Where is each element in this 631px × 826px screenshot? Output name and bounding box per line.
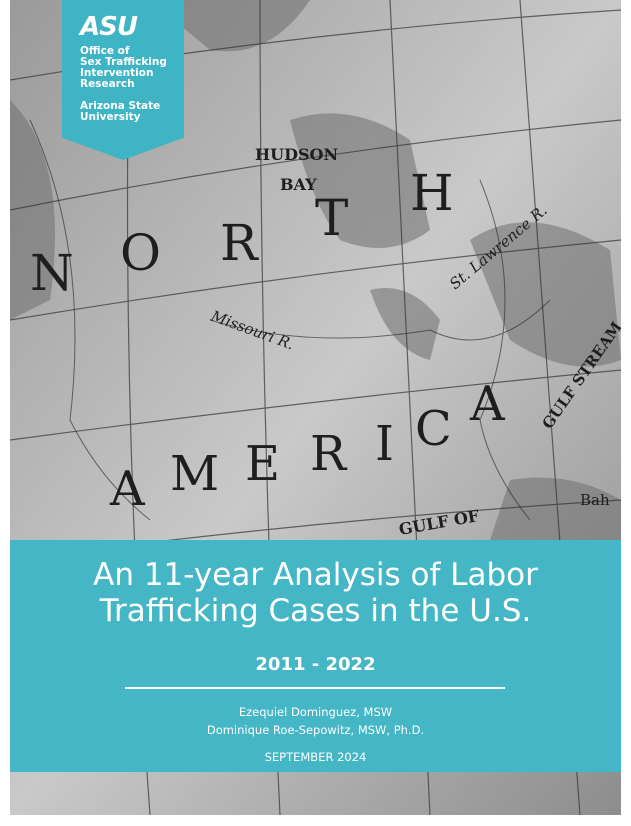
unit-name: Office of Sex Trafficking Intervention R… bbox=[80, 46, 167, 90]
map-label: HUDSON bbox=[255, 145, 338, 164]
map-label: A bbox=[109, 461, 146, 517]
map-label: E bbox=[245, 436, 280, 492]
map-label: O bbox=[120, 224, 161, 282]
university-line: Arizona State bbox=[80, 100, 161, 112]
title-line: An 11-year Analysis of Labor bbox=[93, 557, 538, 593]
title-band: An 11-year Analysis of Labor Trafficking… bbox=[10, 540, 621, 772]
map-label: A bbox=[469, 376, 506, 432]
map-label: M bbox=[170, 446, 219, 502]
unit-line: Sex Trafficking bbox=[80, 56, 167, 68]
author: Dominique Roe-Sepowitz, MSW, Ph.D. bbox=[206, 723, 425, 737]
unit-line: Office of bbox=[80, 45, 130, 57]
map-label: T bbox=[315, 189, 348, 247]
authors: Ezequiel Dominguez, MSW Dominique Roe-Se… bbox=[10, 703, 621, 739]
map-label: H bbox=[410, 164, 454, 222]
title-line: Trafficking Cases in the U.S. bbox=[99, 593, 532, 629]
map-label: R bbox=[310, 426, 348, 482]
date: SEPTEMBER 2024 bbox=[264, 750, 367, 764]
university-line: University bbox=[80, 111, 141, 123]
logo: ASU bbox=[80, 12, 138, 42]
map-label: I bbox=[375, 416, 394, 472]
unit-line: Intervention bbox=[80, 67, 154, 79]
unit-line: Research bbox=[80, 78, 135, 90]
divider bbox=[125, 687, 505, 689]
map-label: N bbox=[30, 244, 74, 302]
author: Ezequiel Dominguez, MSW bbox=[238, 705, 393, 719]
map-label: R bbox=[220, 214, 259, 272]
map-label: C bbox=[415, 401, 452, 457]
map-label: BAY bbox=[280, 175, 317, 194]
title: An 11-year Analysis of Labor Trafficking… bbox=[10, 557, 621, 629]
university: Arizona State University bbox=[80, 101, 160, 123]
asu-badge: ASU Office of Sex Trafficking Interventi… bbox=[62, 0, 184, 160]
map-label: Bah bbox=[580, 491, 610, 509]
years: 2011 - 2022 bbox=[255, 654, 376, 675]
